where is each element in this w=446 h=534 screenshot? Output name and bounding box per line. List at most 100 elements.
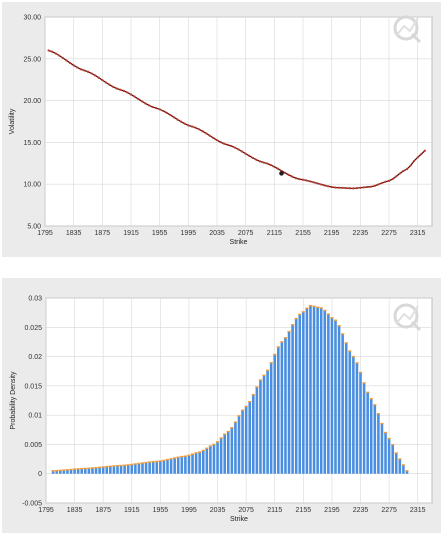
density-bar (277, 347, 280, 474)
volatility-point (395, 175, 398, 178)
density-bar (348, 351, 352, 474)
density-bar (355, 362, 359, 474)
density-bar (51, 470, 55, 474)
y-tick-label: 0 (38, 471, 42, 478)
volatility-point (348, 187, 351, 190)
density-bar (148, 462, 151, 474)
density-bar (259, 380, 262, 474)
y-tick-label: 0.01 (28, 413, 42, 420)
density-bar (248, 401, 252, 474)
x-tick-label: 1835 (67, 507, 83, 514)
density-bar (237, 415, 241, 474)
density-bar (309, 305, 312, 474)
density-bar (123, 465, 126, 474)
volatility-point (287, 173, 290, 176)
density-bar (369, 398, 373, 474)
plot-area (44, 16, 433, 227)
y-tick-label: 0.02 (28, 354, 42, 361)
volatility-point (68, 61, 72, 65)
volatility-point (352, 187, 355, 190)
volatility-point (104, 81, 108, 84)
volatility-point (380, 181, 383, 185)
y-tick-label: 5.00 (27, 224, 41, 231)
x-tick-label: 2235 (353, 507, 369, 514)
density-bar (262, 375, 266, 474)
volatility-point (58, 54, 61, 57)
y-tick-label: 0.005 (24, 442, 42, 449)
density-bar (387, 438, 391, 474)
density-bar (280, 341, 284, 474)
y-tick-label: 0.015 (24, 383, 42, 390)
y-axis-label: Volatility (9, 108, 16, 134)
density-bar (194, 452, 198, 474)
density-bar (398, 459, 402, 474)
volatility-point (86, 70, 90, 73)
density-bar (359, 372, 362, 474)
volatility-point (72, 64, 75, 67)
volatility-point (54, 52, 57, 55)
x-tick-label: 1795 (38, 507, 54, 514)
y-tick-label: 25.00 (23, 56, 41, 63)
volatility-point (276, 167, 280, 170)
density-bar (198, 452, 201, 474)
volatility-point (144, 102, 147, 105)
density-bar (209, 445, 212, 474)
x-tick-label: 2155 (295, 230, 311, 237)
volatility-point (65, 59, 68, 62)
watermark-logo (390, 300, 422, 332)
volatility-point (391, 177, 394, 181)
density-bar (184, 456, 187, 474)
density-bar (112, 465, 116, 474)
volatility-point (115, 87, 118, 90)
density-bar (80, 468, 84, 474)
x-tick-label: 2315 (410, 507, 426, 514)
density-bar (134, 463, 137, 474)
volatility-point (298, 178, 301, 181)
volatility-point (251, 156, 254, 160)
y-tick-label: 15.00 (23, 140, 41, 147)
watermark-logo (390, 12, 422, 44)
volatility-point (197, 128, 201, 131)
density-bar (105, 466, 109, 474)
x-tick-label: 1995 (181, 230, 197, 237)
density-bar (330, 317, 334, 474)
y-tick-label: 20.00 (23, 98, 41, 105)
volatility-point (377, 183, 380, 186)
volatility-point (248, 154, 251, 157)
volatility-point (359, 186, 362, 189)
volatility-point (262, 161, 265, 164)
volatility-point (94, 74, 97, 77)
volatility-point (240, 150, 244, 153)
volatility-point (255, 158, 258, 161)
density-bar (319, 307, 323, 474)
volatility-point (283, 171, 287, 174)
volatility-point (122, 89, 125, 93)
density-bar (305, 308, 309, 474)
density-bar (366, 392, 369, 474)
volatility-point (76, 66, 79, 69)
density-bar (230, 427, 234, 474)
x-tick-label: 2235 (353, 230, 369, 237)
x-tick-label: 2115 (267, 507, 282, 514)
volatility-point (362, 186, 366, 189)
x-tick-label: 1875 (95, 230, 111, 237)
x-tick-label: 2115 (267, 230, 282, 237)
volatility-point (154, 107, 158, 110)
density-chart: 1795 1835 1875 1915 1955 1995 2035 2075 2115 2155… (10, 296, 433, 523)
volatility-point (190, 125, 194, 128)
x-tick-label: 2155 (296, 507, 312, 514)
volatility-point (90, 72, 93, 75)
volatility-point (219, 141, 222, 144)
volatility-point (97, 76, 100, 79)
density-bar (116, 465, 119, 474)
volatility-point (334, 186, 337, 189)
x-tick-label: 1915 (124, 507, 140, 514)
density-bar (380, 423, 384, 474)
density-bar (94, 467, 98, 474)
density-bar (205, 448, 209, 474)
volatility-point (323, 184, 326, 187)
x-tick-label: 2315 (410, 230, 426, 237)
density-bar (219, 437, 223, 474)
x-tick-label: 2035 (209, 230, 225, 237)
volatility-point (291, 175, 294, 178)
